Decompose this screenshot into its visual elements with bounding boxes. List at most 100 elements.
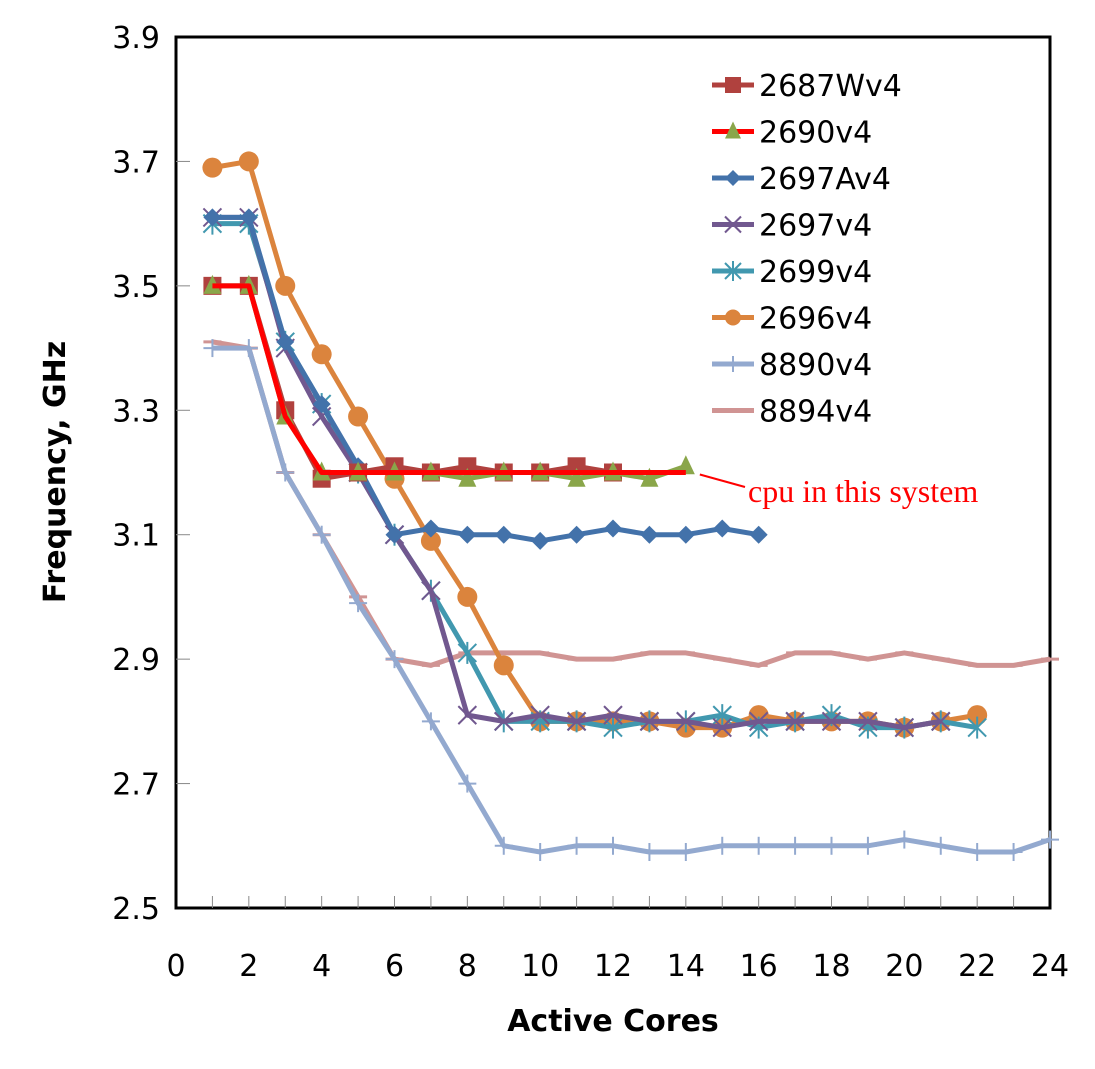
data-point-2697v4-stroke: [748, 711, 769, 732]
legend-label: 2687Wv4: [759, 69, 902, 104]
data-point-2690v4: [640, 467, 659, 487]
data-point-2696v4: [967, 705, 988, 726]
data-point-8890v4: [931, 836, 950, 855]
x-tick-label: 4: [312, 949, 331, 984]
data-point-2697av4: [640, 525, 659, 544]
data-point-2697v4: [421, 581, 441, 601]
data-point-2690v4: [676, 455, 695, 475]
x-tick-label: 22: [958, 949, 996, 984]
data-point-2697v4: [858, 711, 878, 732]
data-point-2697v4: [931, 711, 951, 732]
legend-marker-2696v4: [725, 309, 741, 326]
y-tick-label: 3.9: [112, 21, 160, 56]
legend-item-2697av4: 2697Av4: [712, 162, 891, 197]
y-tick-label: 2.7: [112, 768, 160, 803]
x-tick-label: 0: [166, 949, 185, 984]
data-point-8890v4: [385, 650, 404, 669]
legend-label: 8890v4: [759, 348, 872, 383]
data-point-2697av4: [713, 519, 732, 538]
series-line-8890v4: [212, 345, 1051, 855]
data-point-8890v4: [895, 830, 914, 849]
highlight-line: [212, 283, 686, 475]
data-point-2697v4: [748, 711, 769, 732]
data-point-2697v4: [639, 711, 660, 732]
data-point-2697v4-stroke: [421, 581, 441, 601]
data-point-8890v4: [640, 843, 659, 862]
data-point-2699v4: [967, 716, 987, 739]
data-point-2697v4: [894, 717, 915, 738]
y-tick-label: 3.7: [112, 145, 160, 180]
data-point-2696v4: [238, 151, 259, 172]
legend-item-8894v4: 8894v4: [712, 395, 872, 430]
data-point-2697av4: [458, 525, 477, 544]
data-point-8890v4: [1041, 830, 1059, 849]
data-point-8890v4: [421, 712, 440, 731]
data-point-2697av4: [385, 525, 404, 544]
x-tick-label: 14: [667, 949, 705, 984]
data-point-8890v4: [858, 836, 877, 855]
data-point-2696v4: [202, 157, 223, 178]
y-tick-label: 3.3: [112, 394, 160, 429]
data-point-8890v4: [276, 463, 295, 482]
x-tick-label: 16: [740, 949, 778, 984]
data-point-2697v4-stroke: [639, 711, 660, 732]
data-point-2697av4: [749, 525, 768, 544]
legend-marker-2690v4: [725, 121, 741, 139]
y-tick-label: 2.9: [112, 643, 160, 678]
series-line-2696v4: [211, 158, 978, 731]
axes: 2.52.72.93.13.33.53.73.90 2 4 6 8 10 12 14 16 18 2…: [112, 21, 1069, 984]
x-axis-title: Active Cores: [507, 1004, 719, 1039]
annotation-text: cpu in this system: [748, 473, 978, 509]
y-tick-label: 2.5: [112, 892, 160, 927]
data-point-2697v4: [457, 705, 478, 725]
y-tick-label: 3.1: [112, 519, 160, 554]
y-axis-title: Frequency, GHz: [38, 341, 73, 603]
data-point-2697av4: [239, 208, 258, 227]
series-line-2690v4: [212, 283, 687, 482]
x-tick-label: 12: [594, 949, 632, 984]
legend-marker-2687wv4: [725, 77, 741, 93]
data-point-2697v4: [712, 717, 732, 738]
data-point-2697v4-stroke: [712, 717, 732, 738]
data-point-2696v4: [457, 586, 478, 607]
data-point-2696v4: [311, 344, 332, 365]
data-point-2697v4: [494, 711, 514, 732]
legend-label: 2697Av4: [759, 162, 891, 197]
data-point-2697v4-stroke: [894, 717, 915, 738]
series-8890v4: [203, 339, 1059, 862]
data-point-2690v4: [458, 467, 477, 487]
data-point-8890v4: [1004, 843, 1023, 862]
legend-marker-2697av4: [725, 170, 741, 186]
data-point-8890v4: [312, 525, 331, 544]
data-point-2697av4: [276, 332, 295, 351]
data-point-2690v4: [567, 467, 586, 487]
data-point-8890v4: [349, 594, 368, 613]
series-line-2687wv4: [212, 283, 614, 482]
legend-item-2690v4: 2690v4: [712, 116, 872, 151]
data-point-8890v4: [239, 339, 258, 358]
legend-label: 2697v4: [759, 209, 872, 244]
series-2687wv4: [203, 276, 622, 488]
data-point-8890v4: [494, 836, 513, 855]
series-2697v4: [202, 207, 951, 738]
data-point-2697v4-stroke: [785, 711, 805, 732]
data-point-2697av4: [676, 525, 695, 544]
data-point-8890v4: [676, 843, 695, 862]
data-point-2697v4: [566, 711, 587, 732]
legend: 2687Wv4 2690v4 2697Av4 2697v4 2699v4 2696v4 88…: [712, 69, 902, 430]
legend-label: 2699v4: [759, 255, 872, 290]
series-line-2697av4: [212, 214, 760, 544]
data-point-8890v4: [604, 836, 622, 855]
data-point-2697v4: [821, 711, 842, 732]
data-point-2696v4: [275, 275, 296, 296]
data-point-2697v4-stroke: [676, 711, 696, 732]
data-point-2699v4: [457, 641, 478, 664]
data-point-2697v4-stroke: [931, 711, 951, 732]
legend-item-2687wv4: 2687Wv4: [712, 69, 902, 104]
data-point-2697v4-stroke: [566, 711, 587, 732]
x-tick-label: 24: [1031, 949, 1069, 984]
data-point-2697av4: [312, 395, 331, 414]
x-tick-label: 18: [812, 949, 850, 984]
data-point-2696v4: [348, 406, 369, 427]
